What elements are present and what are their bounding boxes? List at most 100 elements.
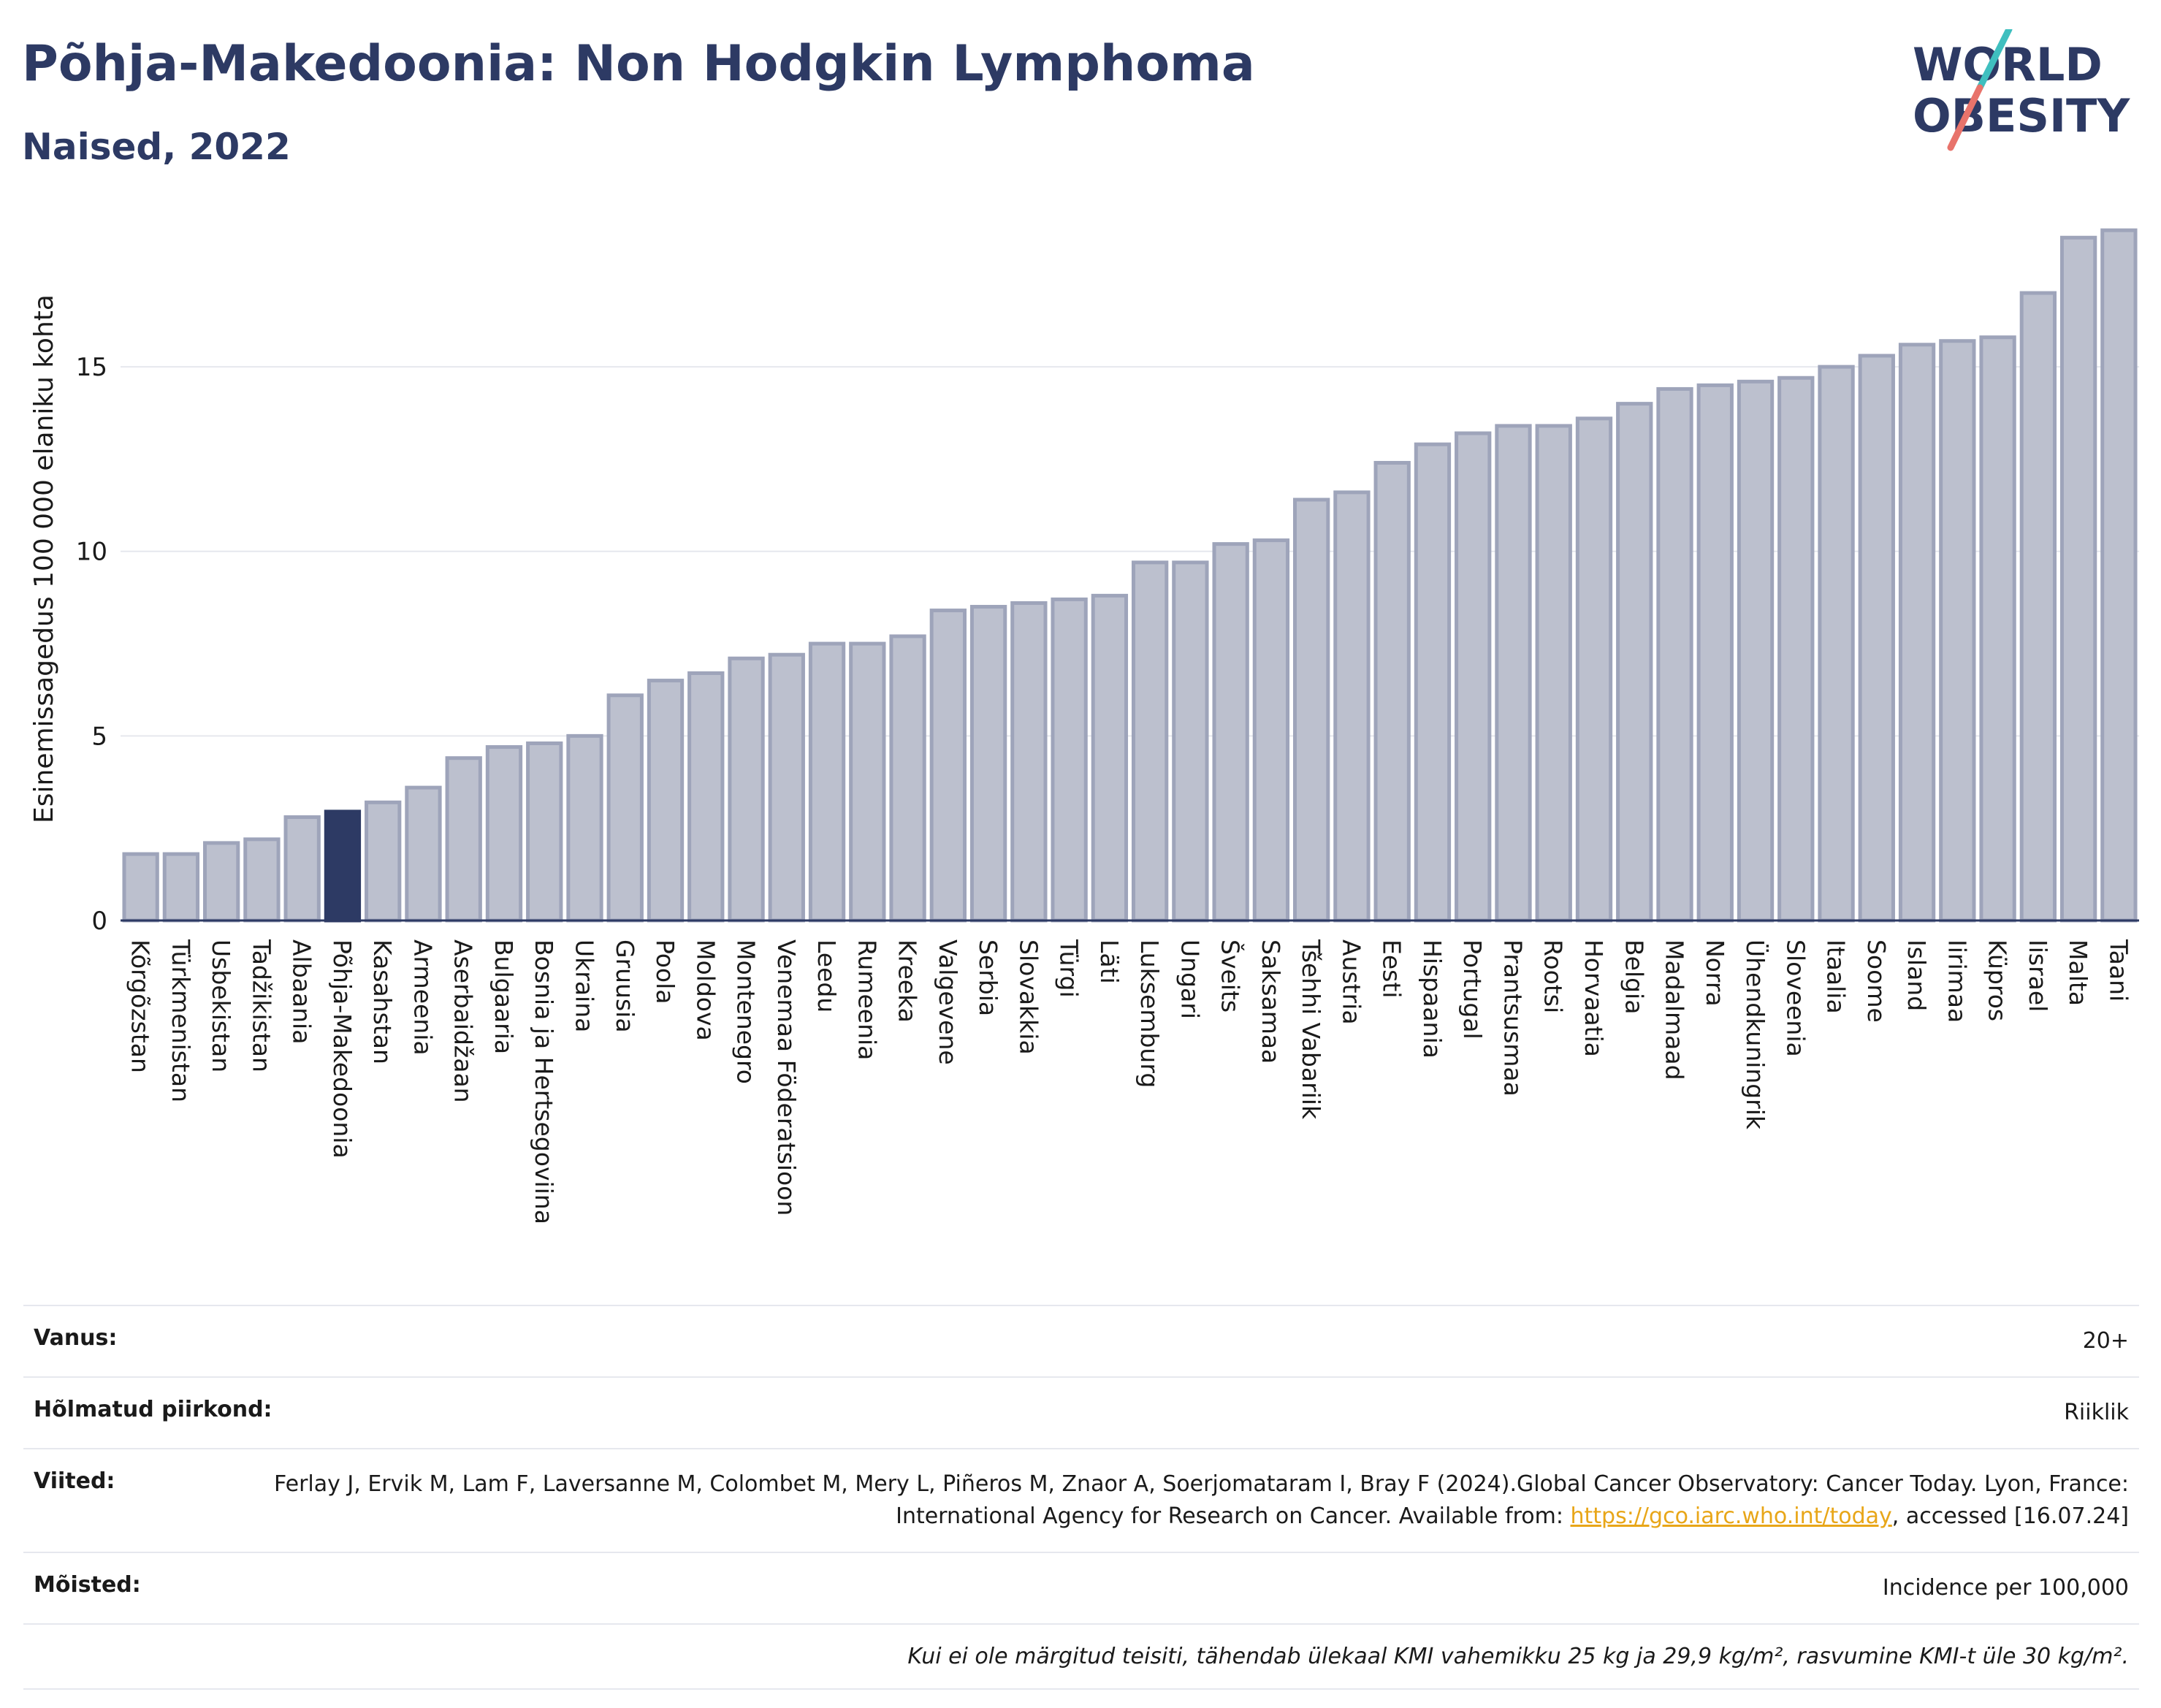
bar [1656, 386, 1693, 923]
x-tick-label: Luksemburg [1135, 939, 1164, 1088]
bar [687, 671, 725, 923]
labels-layer: Kõrgõzstan Türkmenistan Usbekistan Tadžikis… [126, 939, 2133, 1224]
x-tick-label: Itaalia [1822, 939, 1851, 1014]
bar [647, 679, 685, 923]
bar [1575, 416, 1613, 923]
bar [202, 841, 240, 923]
x-tick-label: Tadžikistan [247, 939, 275, 1072]
x-tick-label: Türgi [1055, 939, 1083, 998]
logo-slash-coral [1947, 84, 1983, 151]
x-tick-label: Malta [2064, 939, 2092, 1006]
meta-regions-value: Riiklik [2064, 1400, 2129, 1425]
x-tick-label: Kõrgõzstan [126, 939, 155, 1073]
bar-highlight [324, 809, 362, 923]
x-tick-label: Põhja-Makedoonia [328, 939, 357, 1159]
x-tick-label: Eesti [1378, 939, 1406, 998]
chart-title: Põhja-Makedoonia: Non Hodgkin Lymphoma [22, 35, 1255, 93]
x-tick-label: Kreeka [893, 939, 922, 1023]
x-tick-label: Horvaatia [1579, 939, 1608, 1057]
x-tick-label: Montenegro [732, 939, 761, 1084]
bar [849, 641, 886, 923]
bar [2100, 228, 2138, 923]
x-tick-label: Iisrael [2024, 939, 2052, 1012]
bars-layer [122, 228, 2138, 923]
bar [1293, 497, 1330, 923]
meta-note: Kui ei ole märgitud teisiti, tähendab ül… [907, 1644, 2129, 1669]
meta-age-value: 20+ [2082, 1328, 2129, 1354]
bar [1535, 424, 1572, 923]
x-tick-label: Rootsi [1539, 939, 1568, 1013]
bar [485, 745, 523, 923]
x-tick-label: Ühendkuningrik [1741, 939, 1770, 1130]
bar [445, 756, 482, 923]
x-tick-label: Serbia [974, 939, 1002, 1016]
x-tick-label: Venemaa Föderatsioon [772, 939, 801, 1216]
bar [566, 733, 603, 923]
x-tick-label: Madalmaad [1661, 939, 1689, 1080]
y-axis-label: Esinemissagedus 100 000 elaniku kohta [29, 294, 59, 823]
bar [1252, 538, 1290, 923]
meta-age-label: Vanus: [34, 1325, 118, 1351]
x-tick-label: Prantsusmaa [1498, 939, 1527, 1097]
bar [1858, 354, 1895, 923]
x-tick-label: Slovakkia [1014, 939, 1043, 1055]
bar [365, 800, 402, 923]
bar [606, 693, 644, 923]
x-tick-label: Kasahstan [368, 939, 397, 1064]
bar [243, 837, 281, 923]
x-tick-label: Ukraina [570, 939, 598, 1032]
x-tick-label: Rumeenia [853, 939, 881, 1060]
x-tick-label: Hispaania [1418, 939, 1447, 1059]
reference-text-2: , accessed [16.07.24] [1891, 1503, 2129, 1529]
meta-regions-label: Hõlmatud piirkond: [34, 1397, 272, 1422]
x-tick-label: Šveits [1216, 939, 1246, 1013]
x-tick-label: Albaania [288, 939, 316, 1044]
x-tick-label: Taani [2104, 939, 2133, 1002]
y-tick-label: 0 [91, 907, 107, 936]
x-tick-label: Küpros [1983, 939, 2012, 1021]
x-tick-label: Valgevene [934, 939, 962, 1065]
y-tick-label: 5 [91, 722, 107, 751]
meta-references-label: Viited: [34, 1468, 115, 1494]
bar [1212, 542, 1249, 923]
bar [929, 609, 967, 923]
bar [1091, 593, 1129, 923]
x-tick-label: Usbekistan [207, 939, 235, 1072]
x-tick-label: Läti [1095, 939, 1124, 984]
x-tick-label: Poola [651, 939, 679, 1004]
logo-slash-teal [1976, 29, 2013, 91]
reference-text-1: Ferlay J, Ervik M, Lam F, Laversanne M, … [274, 1471, 2129, 1529]
meta-row-age: Vanus: 20+ [23, 1305, 2139, 1376]
x-tick-label: Norra [1701, 939, 1729, 1007]
y-tick-label: 15 [76, 353, 107, 382]
axis-layer: 0 5 10 15 [76, 353, 2139, 936]
bar [2019, 291, 2057, 923]
bar [1616, 402, 1653, 923]
bar [969, 605, 1007, 923]
reference-link[interactable]: https://gco.iarc.who.int/today [1570, 1503, 1892, 1529]
bar [728, 656, 765, 923]
x-tick-label: Bulgaaria [489, 939, 518, 1054]
x-tick-label: Bosnia ja Hertsegoviina [530, 939, 558, 1224]
meta-references-value: Ferlay J, Ervik M, Lam F, Laversanne M, … [144, 1468, 2129, 1533]
bar [1818, 365, 1855, 923]
meta-row-references: Viited: Ferlay J, Ervik M, Lam F, Lavers… [23, 1448, 2139, 1552]
bar [1373, 460, 1411, 923]
x-tick-label: Saksamaa [1257, 939, 1285, 1064]
meta-row-regions: Hõlmatud piirkond: Riiklik [23, 1376, 2139, 1448]
x-tick-label: Sloveenia [1781, 939, 1810, 1057]
bar [162, 852, 200, 923]
x-tick-label: Belgia [1620, 939, 1648, 1014]
x-tick-label: Ungari [1175, 939, 1204, 1019]
meta-row-note: Kui ei ole märgitud teisiti, tähendab ül… [23, 1623, 2139, 1690]
bar [768, 652, 805, 923]
bar [1777, 375, 1815, 923]
bar [1939, 339, 1976, 923]
meta-definitions-label: Mõisted: [34, 1572, 141, 1598]
x-tick-label: Moldova [691, 939, 720, 1041]
x-tick-label: Island [1902, 939, 1931, 1011]
x-tick-label: Austria [1337, 939, 1365, 1025]
meta-row-definitions: Mõisted: Incidence per 100,000 [23, 1552, 2139, 1623]
bar [889, 634, 926, 923]
x-tick-label: Soome [1862, 939, 1891, 1023]
